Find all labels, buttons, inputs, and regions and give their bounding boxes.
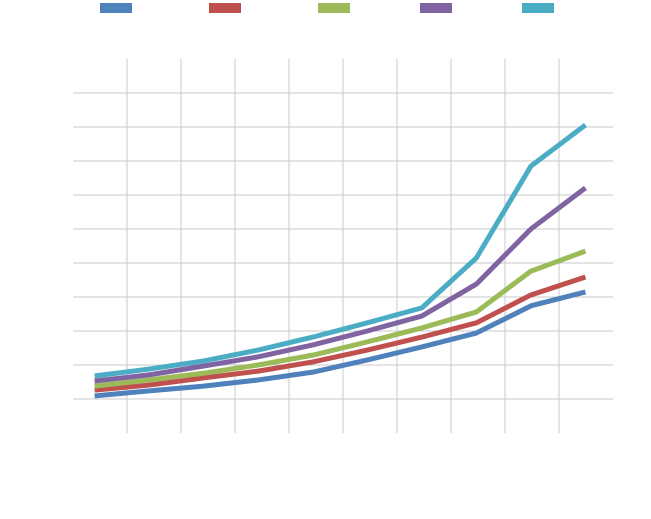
series-line: [94, 185, 587, 384]
series-line: [94, 289, 587, 399]
legend-swatch: [100, 3, 132, 13]
legend-swatch: [420, 3, 452, 13]
legend-swatch: [318, 3, 350, 13]
series-line: [94, 122, 587, 379]
legend-swatch: [209, 3, 241, 13]
series-line: [94, 248, 587, 389]
legend-swatch: [522, 3, 554, 13]
series-line: [94, 274, 587, 393]
